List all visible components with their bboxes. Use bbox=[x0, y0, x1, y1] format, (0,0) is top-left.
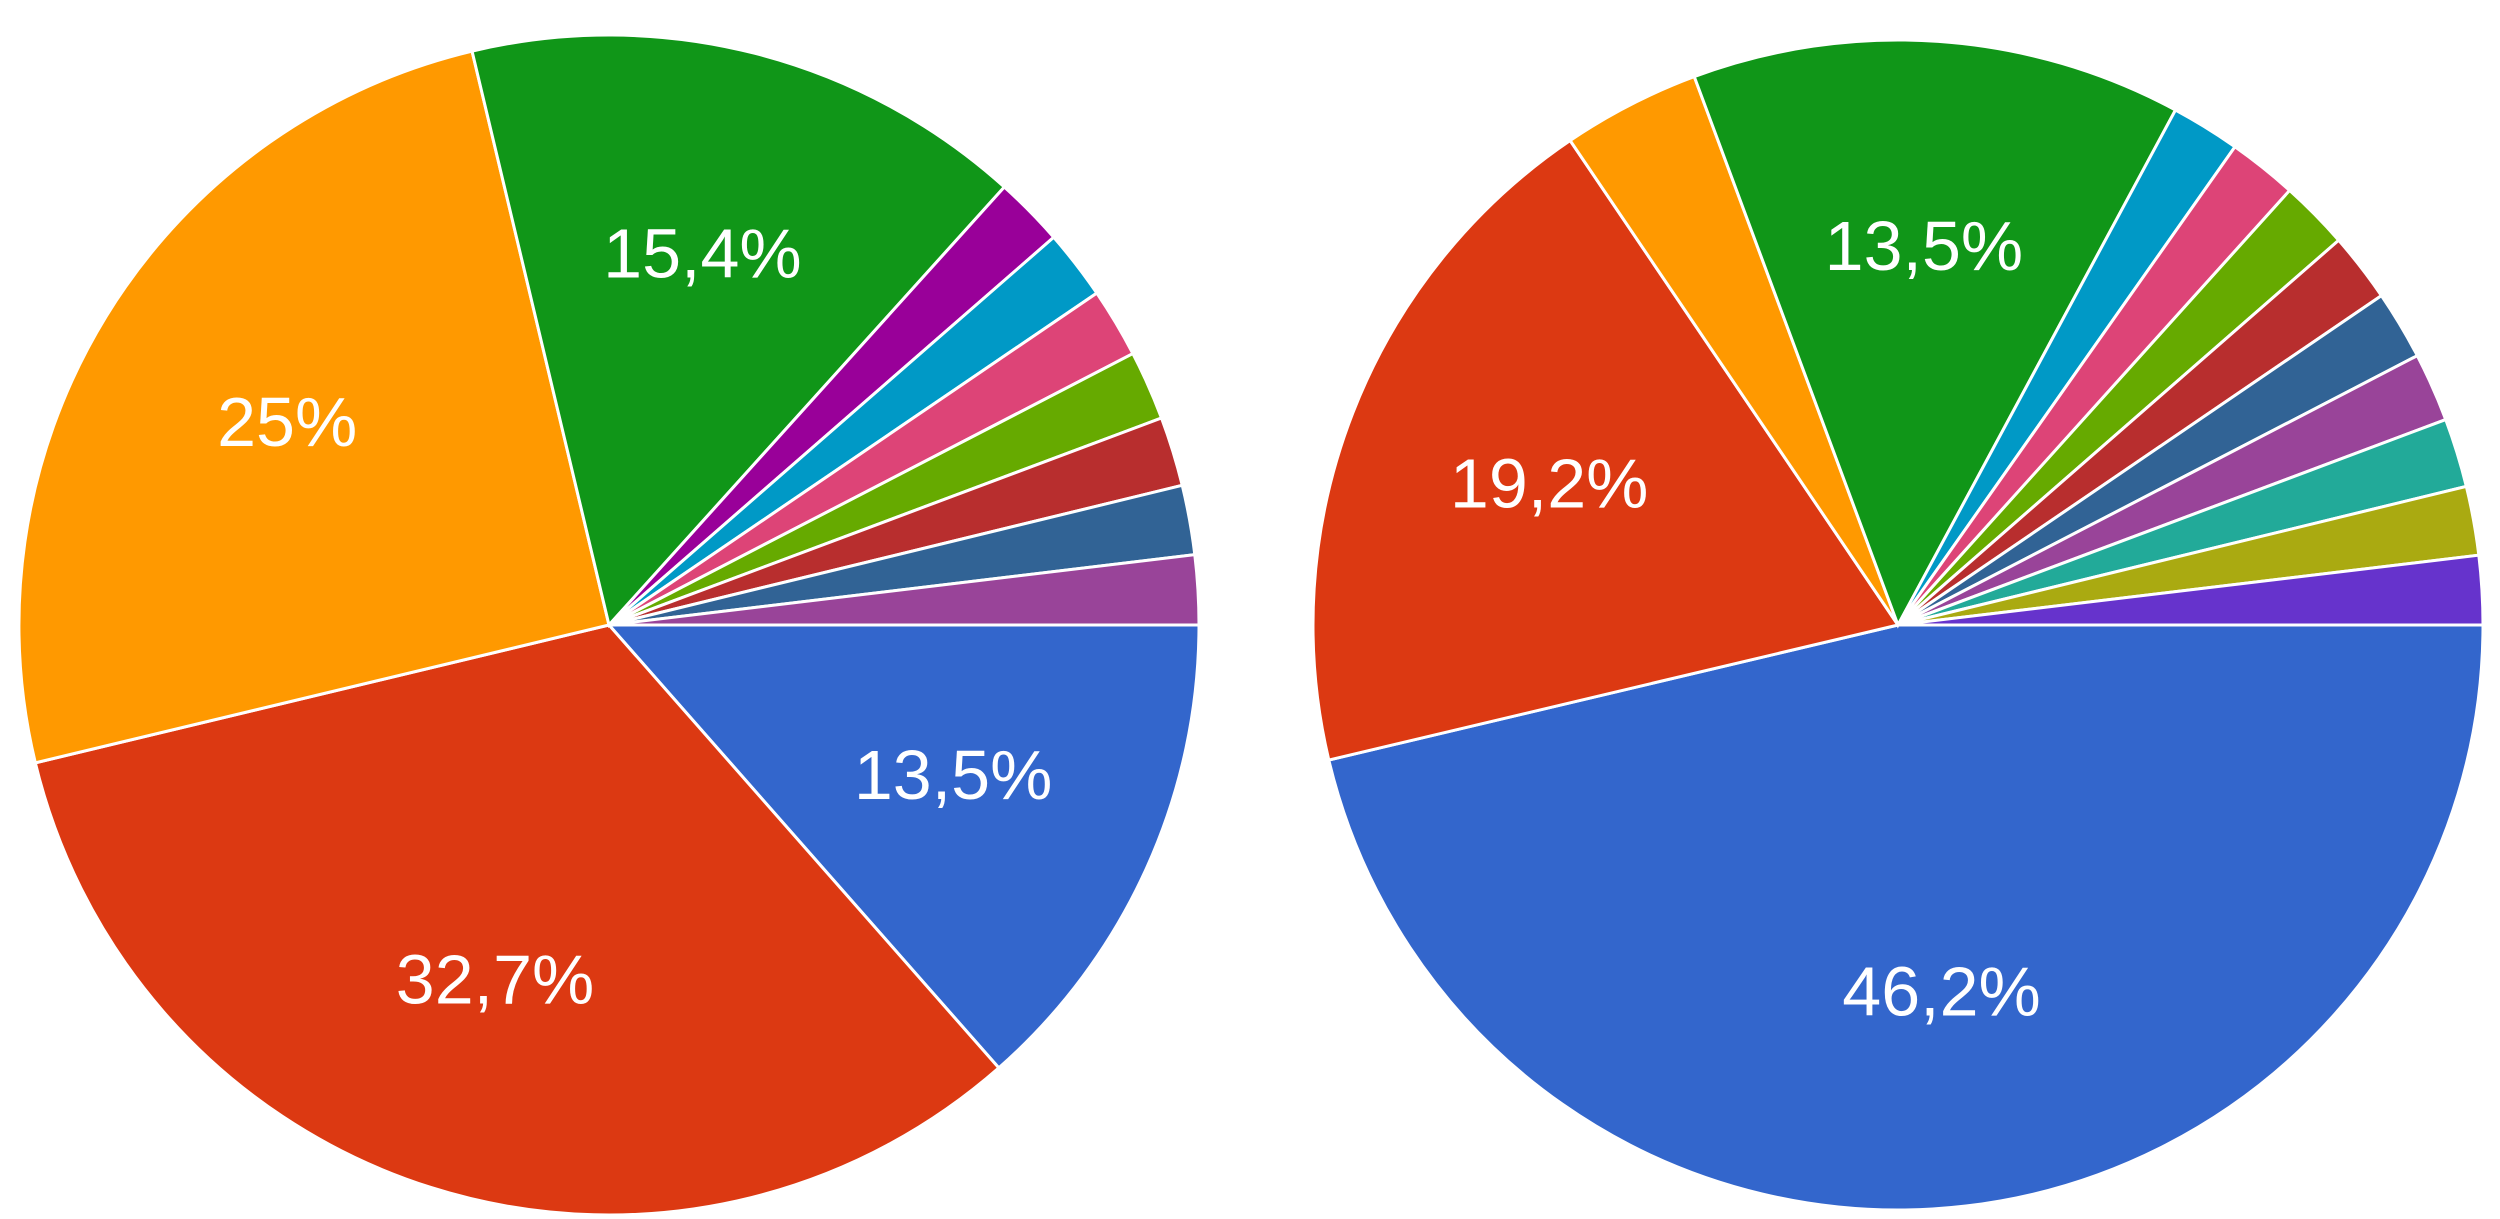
slice-label: 13,5% bbox=[854, 736, 1052, 814]
slice-label: 46,2% bbox=[1842, 952, 2040, 1030]
pie-slice bbox=[33, 623, 1001, 1217]
slice-label: 13,5% bbox=[1825, 207, 2023, 285]
pie-slice bbox=[17, 49, 611, 765]
slice-label: 19,2% bbox=[1450, 445, 1648, 523]
pie-slice bbox=[608, 552, 1201, 627]
pie-slice bbox=[1897, 553, 2485, 627]
pie-chart: 46,2% 19,2% 13,5% bbox=[1311, 38, 2485, 1212]
pie-chart: 13,5% 32,7% 25% 15,4% bbox=[17, 33, 1201, 1217]
slice-label: 25% bbox=[217, 383, 357, 461]
pie-slice bbox=[605, 623, 1201, 1071]
pie-slice bbox=[1692, 38, 2178, 629]
pie-slice bbox=[1311, 138, 1901, 762]
pie-slice bbox=[1326, 623, 2485, 1212]
slice-label: 15,4% bbox=[603, 215, 801, 293]
slice-label: 32,7% bbox=[396, 940, 594, 1018]
pie-slice bbox=[470, 33, 1007, 629]
